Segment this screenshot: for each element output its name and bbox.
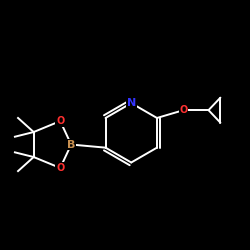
- Text: O: O: [56, 116, 64, 126]
- Text: N: N: [127, 98, 136, 108]
- Text: B: B: [67, 140, 75, 149]
- Text: O: O: [56, 163, 64, 173]
- Text: O: O: [180, 105, 188, 115]
